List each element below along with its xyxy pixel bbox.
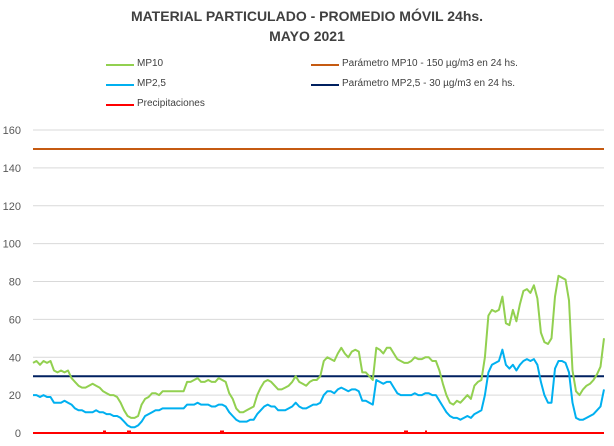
legend-swatch-param-mp10 (311, 64, 339, 66)
chart-title: MATERIAL PARTICULADO - PROMEDIO MÓVIL 24… (130, 8, 484, 24)
series-line-mp25 (33, 348, 605, 429)
y-tick-label-0: 0 (15, 428, 21, 440)
y-tick-label-80: 80 (9, 277, 21, 289)
series-line-mp10 (32, 274, 605, 419)
y-tick-label-160: 160 (3, 125, 21, 137)
legend-swatch-precip (106, 104, 134, 106)
y-tick-label-40: 40 (9, 352, 21, 364)
legend-swatch-param-mp25 (311, 84, 339, 86)
legend-label-param-mp25: Parámetro MP2,5 - 30 µg/m3 en 24 hs. (342, 78, 516, 89)
legend-swatch-mp10 (106, 64, 134, 66)
y-tick-label-60: 60 (9, 314, 21, 326)
legend-label-precip: Precipitaciones (137, 98, 205, 109)
chart-subtitle: MAYO 2021 (269, 28, 345, 44)
legend-label-param-mp10: Parámetro MP10 - 150 µg/m3 en 24 hs. (342, 58, 518, 69)
legend-label-mp25: MP2,5 (137, 78, 166, 89)
y-tick-label-20: 20 (9, 390, 21, 402)
y-tick-label-120: 120 (3, 201, 21, 213)
y-tick-label-140: 140 (3, 163, 21, 175)
y-tick-label-100: 100 (3, 239, 21, 251)
legend-label-mp10: MP10 (137, 58, 164, 69)
legend-swatch-mp25 (106, 84, 134, 86)
